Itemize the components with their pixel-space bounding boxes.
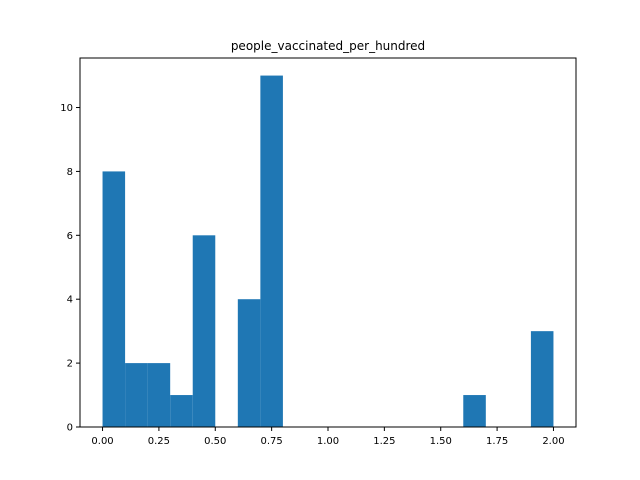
histogram-bar-0 <box>102 171 126 427</box>
y-tick-label-4: 8 <box>67 167 73 178</box>
x-tick-label-4: 1.00 <box>317 436 339 447</box>
histogram-bar-3 <box>170 395 193 427</box>
x-tick-label-2: 0.50 <box>204 436 226 447</box>
chart-title: people_vaccinated_per_hundred <box>231 39 425 53</box>
x-tick-label-6: 1.50 <box>430 436 452 447</box>
histogram-bar-4 <box>192 235 216 427</box>
histogram-bar-16 <box>463 395 486 427</box>
x-tick-label-3: 0.75 <box>261 436 283 447</box>
x-tick-label-7: 1.75 <box>486 436 508 447</box>
y-tick-label-5: 10 <box>60 103 73 114</box>
histogram-bar-6 <box>237 299 261 427</box>
bars-group <box>102 75 554 428</box>
histogram-bar-7 <box>260 75 283 428</box>
y-tick-label-3: 6 <box>67 231 73 242</box>
x-tick-label-5: 1.25 <box>373 436 395 447</box>
y-tick-label-1: 2 <box>67 359 73 370</box>
x-tick-label-0: 0.00 <box>91 436 113 447</box>
x-tick-label-8: 2.00 <box>542 436 564 447</box>
x-axis-ticks: 0.00 0.25 0.50 0.75 1.00 1.25 1.50 1.75 2.00 <box>91 427 565 447</box>
histogram-bar-2 <box>147 363 171 427</box>
y-tick-label-2: 4 <box>67 295 73 306</box>
y-axis-ticks: 0 2 4 6 8 10 <box>60 103 80 434</box>
y-tick-label-0: 0 <box>67 423 73 434</box>
histogram-bar-19 <box>530 331 554 427</box>
x-tick-label-1: 0.25 <box>148 436 170 447</box>
histogram-bar-1 <box>125 363 148 427</box>
plot-frame <box>79 57 577 428</box>
